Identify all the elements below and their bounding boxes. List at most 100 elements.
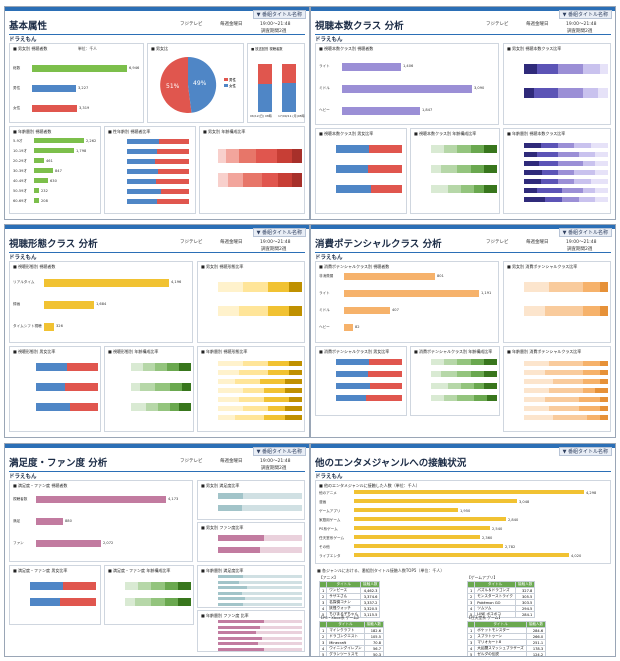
data-label: 4,173: [168, 497, 179, 501]
y-tick: 録画: [13, 302, 21, 306]
program-selector-badge[interactable]: ▼ 番組タイトル名称: [252, 10, 306, 19]
bar-segment: [268, 361, 290, 366]
program-name: ドラえもん: [9, 474, 37, 480]
program-selector-badge[interactable]: ▼ 番組タイトル名称: [252, 447, 306, 456]
bar-segment: [255, 149, 277, 163]
table-cell: ウイニングイレブン: [326, 645, 365, 652]
panel-gender-age-composition: ■ 男女別 年齢構成比率: [199, 126, 305, 214]
bar: [36, 518, 63, 525]
bar-segment: [582, 306, 600, 316]
period-label: 調査期間2週: [567, 247, 593, 252]
y-tick: 女性: [13, 106, 21, 110]
bar-segment: [154, 159, 189, 164]
slide-top-bar: [311, 225, 615, 229]
program-selector-badge[interactable]: ▼ 番組タイトル名称: [558, 228, 612, 237]
bar-segment: [574, 143, 592, 148]
y-tick: その他: [319, 545, 330, 549]
bar-segment: [70, 403, 98, 411]
x-tick: 06/12(日) 08時: [250, 114, 272, 118]
stacked-bar: [218, 636, 302, 640]
panel-title: ■ 他のエンタメジャンルに接触した人数（単位：千人）: [319, 483, 420, 488]
stacked-bar: [218, 575, 302, 578]
data-label: 2,840: [508, 518, 519, 522]
bar-segment: [483, 165, 497, 173]
bar-segment: [289, 370, 302, 375]
bar-segment: [127, 139, 160, 144]
slide-top-bar: [5, 7, 309, 11]
bar-segment: [243, 575, 302, 578]
y-tick: リアルタイム: [13, 280, 35, 284]
bar-segment: [524, 397, 545, 402]
bar-segment: [239, 149, 256, 163]
stacked-bar: [131, 383, 191, 391]
program-name: ドラえもん: [315, 255, 343, 261]
bar-segment: [557, 179, 575, 184]
bar-segment: [156, 149, 189, 154]
table-header-cell: 接触人数: [363, 621, 385, 628]
bar-segment: [241, 505, 302, 511]
bar-segment: [431, 145, 445, 153]
bar-segment: [578, 397, 600, 402]
bar-segment: [268, 370, 290, 375]
svg-text:男性: 男性: [229, 77, 236, 82]
bar-segment: [260, 379, 286, 384]
panel-title: ■ 満足度・ファン度 視聴者数: [13, 483, 68, 488]
pie-chart-gender: 51% 49% 男性 女性: [160, 56, 236, 113]
bar-segment: [524, 88, 535, 98]
bar-segment: [285, 379, 302, 384]
data-label: 208: [41, 199, 48, 203]
bar-segment: [460, 383, 474, 389]
bar-segment: [597, 88, 608, 98]
bar-segment: [177, 582, 191, 590]
stacked-bar: [131, 403, 191, 411]
bar-segment: [218, 636, 262, 640]
table-cell: 284.1: [514, 611, 536, 618]
bar-segment: [30, 582, 63, 590]
bar-segment: [291, 149, 302, 163]
bar-segment: [161, 189, 189, 194]
bar-segment: [131, 383, 140, 391]
time-label: 19:00〜21:48: [566, 240, 597, 245]
bar-segment: [336, 383, 371, 389]
bar: [354, 526, 490, 530]
bar-segment: [524, 170, 543, 175]
bar-segment: [268, 406, 286, 411]
bar-segment: [218, 620, 265, 623]
bar-segment: [218, 406, 244, 411]
bar-segment: [289, 282, 302, 292]
panel-class-viewers: ■ 視聴本数クラス別 視聴者数 ライト 1,406 ミドル 3,090 ヘビー 1,847: [315, 43, 499, 125]
bar: [34, 138, 84, 143]
stacked-bar: [336, 359, 402, 365]
station-label: フジテレビ: [180, 240, 203, 245]
panel-style-viewers: ■ 視聴形態別 視聴者数 リアルタイム 4,196 録画 1,684 タイムシフト視聴 3…: [9, 261, 193, 343]
bar-segment: [134, 598, 152, 606]
bar-segment: [218, 580, 239, 584]
program-selector-badge[interactable]: ▼ 番組タイトル名称: [558, 10, 612, 19]
panel-title: ■ 消費ポテンシャルクラス別 視聴者数: [319, 264, 390, 269]
data-label: 3,090: [474, 86, 485, 90]
panel-gender-style-ratio: ■ 男女別 視聴形態比率: [197, 261, 305, 343]
slide-top-bar: [311, 7, 615, 11]
bar-segment: [591, 179, 608, 184]
stacked-bar: [524, 379, 608, 384]
panel-title: ■ 視聴本数クラス別 男女比率: [319, 131, 374, 136]
bar-segment: [60, 598, 96, 606]
table-cell: 5: [466, 611, 476, 618]
bar-segment: [431, 383, 448, 389]
program-selector-badge[interactable]: ▼ 番組タイトル名称: [558, 447, 612, 456]
table-cell: モンスターストライク: [474, 593, 516, 600]
table-cell: 50.3: [363, 651, 385, 656]
program-selector-badge[interactable]: ▼ 番組タイトル名称: [252, 228, 306, 237]
bar-segment: [574, 170, 596, 175]
bar-segment: [483, 145, 497, 153]
data-label: 4,298: [586, 491, 597, 495]
data-label: 461: [46, 159, 53, 163]
bar-segment: [487, 395, 497, 401]
pie-slice-male: [160, 57, 192, 113]
panel-age-fan-ratio: ■ 年齢層別 ファン度 比率: [197, 610, 305, 652]
data-label: 880: [65, 519, 72, 523]
bar-segment: [64, 383, 98, 391]
stacked-bar: [431, 185, 497, 193]
bar-segment: [595, 152, 608, 157]
bar-segment: [599, 361, 608, 366]
